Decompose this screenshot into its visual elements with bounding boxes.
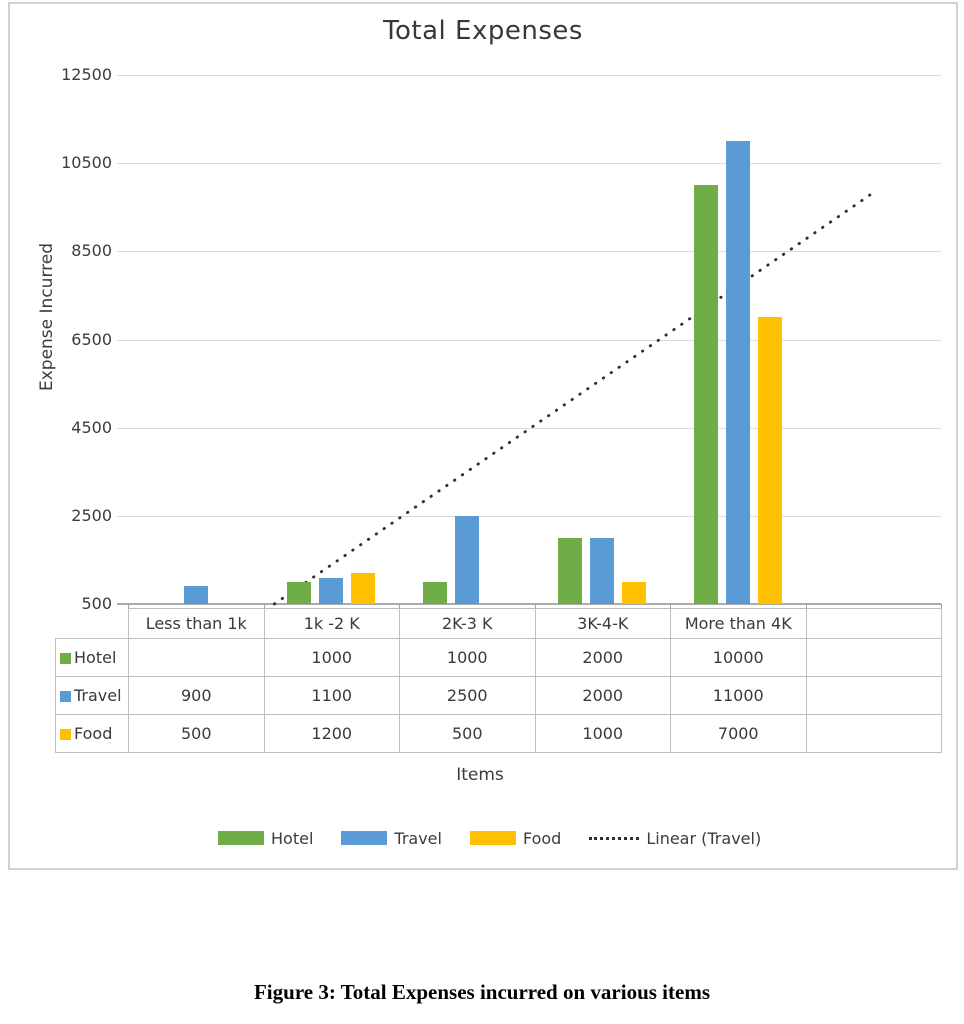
bar-hotel-3 <box>558 537 583 604</box>
x-axis-tick <box>941 604 942 609</box>
y-tick-label: 8500 <box>71 241 112 261</box>
legend-item-hotel: Hotel <box>218 829 313 848</box>
bar-hotel-4 <box>693 185 718 604</box>
hotel-legend-swatch-icon <box>218 831 264 845</box>
bar-travel-4 <box>725 141 750 604</box>
bar-travel-0 <box>183 586 208 604</box>
table-row-label-hotel: Hotel <box>55 638 129 677</box>
y-tick-label: 12500 <box>61 65 112 84</box>
table-value-hotel-0 <box>128 638 265 677</box>
table-row-label-travel: Travel <box>55 676 129 715</box>
table-value-travel-0: 900 <box>128 676 265 715</box>
table-row-food: Food 500 1200 500 1000 7000 <box>55 714 942 753</box>
y-tick-label: 10500 <box>61 153 112 173</box>
gridline <box>117 515 941 517</box>
gridline <box>117 339 941 341</box>
table-value-food-4: 7000 <box>670 714 807 753</box>
table-value-travel-4: 11000 <box>670 676 807 715</box>
table-corner-cell <box>56 609 129 639</box>
table-value-food-0: 500 <box>128 714 265 753</box>
travel-legend-swatch-icon <box>341 831 388 845</box>
x-axis-tick <box>128 604 129 609</box>
bar-travel-1 <box>319 577 344 604</box>
category-header-5 <box>805 608 942 639</box>
table-row-travel: Travel 900 1100 2500 2000 11000 <box>55 676 942 715</box>
figure-caption: Figure 3: Total Expenses incurred on var… <box>253 980 710 1004</box>
table-value-food-3: 1000 <box>534 714 671 753</box>
table-header-row: Less than 1k 1k -2 K 2K-3 K 3K-4-K More than… <box>56 608 942 639</box>
category-header-1: 1k -2 K <box>263 608 400 639</box>
gridline <box>117 251 941 253</box>
table-value-hotel-3: 2000 <box>534 638 671 677</box>
gridline <box>117 75 941 76</box>
legend-item-food: Food <box>469 828 562 848</box>
table-value-food-2: 500 <box>399 714 536 753</box>
food-legend-swatch-icon <box>469 831 516 845</box>
bar-travel-3 <box>590 537 615 604</box>
category-header-3: 3K-4-K <box>534 608 671 639</box>
food-series-swatch-icon <box>60 729 71 740</box>
legend-label: Food <box>522 828 562 848</box>
table-value-hotel-4: 10000 <box>670 638 807 677</box>
x-axis-tick <box>399 604 400 609</box>
x-axis-title: Items <box>456 765 504 785</box>
travel-series-swatch-icon <box>60 691 71 702</box>
table-value-travel-2: 2500 <box>399 676 536 715</box>
bar-travel-2 <box>454 515 479 604</box>
table-row-hotel: Hotel 1000 1000 2000 10000 <box>55 638 942 677</box>
x-axis-tick <box>263 604 265 609</box>
gridline <box>117 427 941 429</box>
table-value-travel-3: 2000 <box>534 676 671 715</box>
x-axis-tick <box>534 604 536 609</box>
gridline <box>117 163 941 165</box>
legend-label: Hotel <box>271 828 314 848</box>
y-tick-label: 6500 <box>71 329 112 349</box>
bar-hotel-1 <box>287 581 312 604</box>
bar-food-1 <box>351 573 376 604</box>
category-header-0: Less than 1k <box>128 608 265 639</box>
category-header-2: 2K-3 K <box>399 608 536 639</box>
chart-legend: Hotel Travel Food Linear (Travel) <box>218 826 761 850</box>
table-value-hotel-5 <box>805 638 942 677</box>
bar-food-4 <box>757 317 782 604</box>
legend-label: Linear (Travel) <box>646 828 762 848</box>
y-tick-label: 4500 <box>71 417 112 437</box>
legend-item-linear-travel: Linear (Travel) <box>589 829 761 848</box>
category-header-4: More than 4K <box>670 608 807 639</box>
table-value-hotel-1: 1000 <box>263 638 400 677</box>
table-value-food-1: 1200 <box>263 714 400 753</box>
hotel-series-swatch-icon <box>60 653 71 664</box>
y-tick-label: 500 <box>81 594 112 613</box>
table-value-food-5 <box>805 714 942 753</box>
table-value-travel-1: 1100 <box>263 676 400 715</box>
bar-food-3 <box>622 581 647 604</box>
chart-data-table: Less than 1k 1k -2 K 2K-3 K 3K-4-K More than… <box>55 608 942 753</box>
legend-label: Travel <box>394 828 442 848</box>
chart-title: Total Expenses <box>383 16 583 46</box>
bar-hotel-2 <box>422 581 447 604</box>
x-axis-tick <box>670 604 671 609</box>
x-axis-tick <box>805 604 807 609</box>
y-tick-label: 2500 <box>71 505 112 525</box>
table-value-hotel-2: 1000 <box>399 638 536 677</box>
gridline <box>117 603 941 605</box>
table-row-label-food: Food <box>55 714 129 753</box>
legend-item-travel: Travel <box>341 829 442 848</box>
dotted-line-legend-swatch-icon <box>589 836 640 840</box>
table-value-travel-5 <box>805 676 942 715</box>
